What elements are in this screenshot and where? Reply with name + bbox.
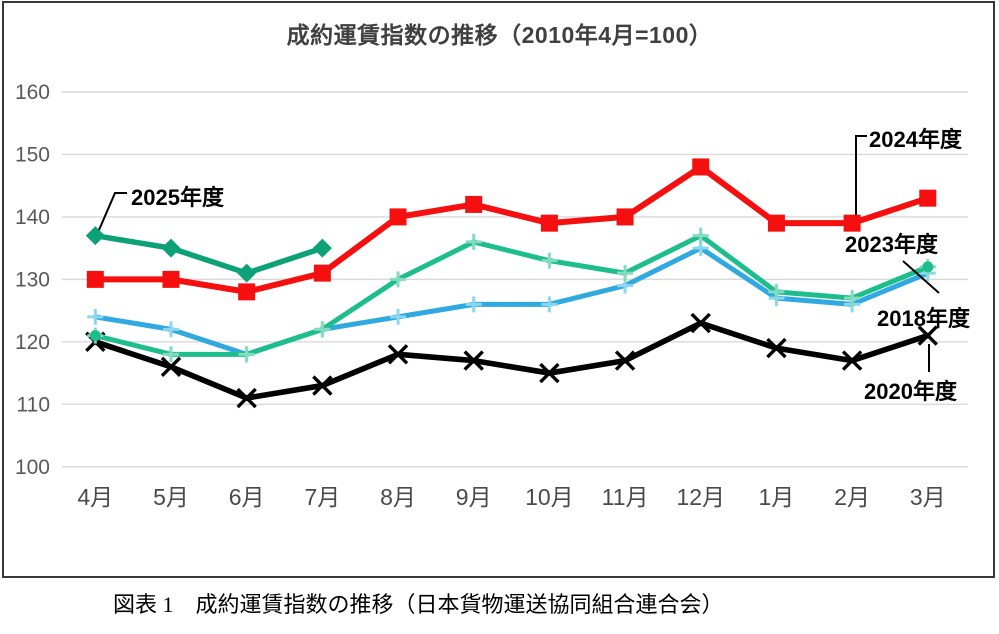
marker-square: [540, 214, 558, 232]
y-tick-label: 100: [15, 456, 50, 479]
x-tick-label: 1月: [759, 484, 795, 510]
marker-x: [160, 356, 182, 378]
marker-x: [614, 350, 636, 371]
marker-square: [919, 189, 937, 207]
marker-x: [690, 312, 711, 334]
annotation-connector-2024: [855, 135, 867, 215]
y-tick-label: 140: [15, 206, 50, 229]
annotation-connector-2025: [98, 192, 127, 231]
series-line-2025年度: [92, 232, 326, 276]
marker-square: [767, 214, 785, 232]
x-tick-label: 7月: [304, 484, 340, 510]
x-tick-label: 8月: [380, 484, 416, 510]
series-label-2024: 2024年度: [869, 127, 962, 152]
y-tick-label: 120: [15, 331, 50, 354]
marker-square: [238, 283, 256, 301]
x-tick-label: 10月: [525, 484, 574, 510]
marker-square: [692, 158, 710, 176]
marker-x: [841, 350, 863, 371]
marker-diamond: [85, 226, 105, 246]
series-line-2024年度: [92, 163, 931, 295]
marker-x: [917, 325, 938, 346]
series-line-2018年度: [92, 245, 931, 357]
x-tick-label: 4月: [77, 484, 113, 510]
marker-square: [86, 270, 104, 288]
series-line-2020年度: [92, 320, 931, 401]
chart-border: [2, 1, 995, 578]
x-tick-label: 12月: [676, 484, 725, 510]
series-label-2023: 2023年度: [845, 232, 938, 257]
x-tick-label: 5月: [153, 484, 189, 510]
annotation-connector-2023: [902, 260, 940, 294]
x-tick-label: 9月: [456, 484, 492, 510]
series-label-2018: 2018年度: [877, 306, 970, 331]
marker-diamond: [161, 238, 181, 258]
marker-square: [616, 208, 634, 226]
x-tick-label: 11月: [602, 484, 649, 510]
series-label-2025: 2025年度: [131, 185, 224, 210]
y-tick-label: 130: [15, 268, 50, 291]
marker-diamond: [237, 263, 257, 283]
chart-frame: 100 110 120 130 140 150 160 4月 5月 6月 7月 8月 9月 10月 11月 1…: [2, 1, 995, 578]
marker-x: [539, 362, 560, 384]
x-tick-label: 2月: [834, 484, 870, 510]
marker-x: [387, 344, 409, 365]
marker-square: [162, 270, 180, 288]
marker-x: [766, 337, 787, 359]
marker-x: [236, 387, 257, 409]
y-tick-label: 160: [15, 81, 50, 104]
marker-x: [312, 375, 333, 396]
marker-square: [843, 214, 861, 232]
x-tick-label: 3月: [910, 484, 946, 510]
marker-dot: [922, 261, 934, 273]
figure-caption: 図表 1 成約運賃指数の推移（日本貨物運送協同組合連合会）: [113, 592, 724, 617]
marker-square: [389, 208, 407, 226]
marker-diamond: [312, 238, 332, 258]
series-line-2023年度: [92, 233, 931, 357]
marker-square: [465, 195, 483, 213]
chart-title: 成約運賃指数の推移（2010年4月=100）: [286, 22, 713, 48]
series-label-2020: 2020年度: [864, 379, 957, 404]
marker-dot: [89, 330, 101, 342]
marker-x: [463, 350, 484, 371]
x-tick-label: 6月: [229, 484, 265, 510]
y-tick-label: 150: [15, 143, 50, 166]
y-tick-label: 110: [17, 393, 50, 416]
marker-square: [313, 264, 331, 282]
line-chart-canvas: 100 110 120 130 140 150 160 4月 5月 6月 7月 8月 9月 10月 11月 1…: [2, 1, 995, 578]
